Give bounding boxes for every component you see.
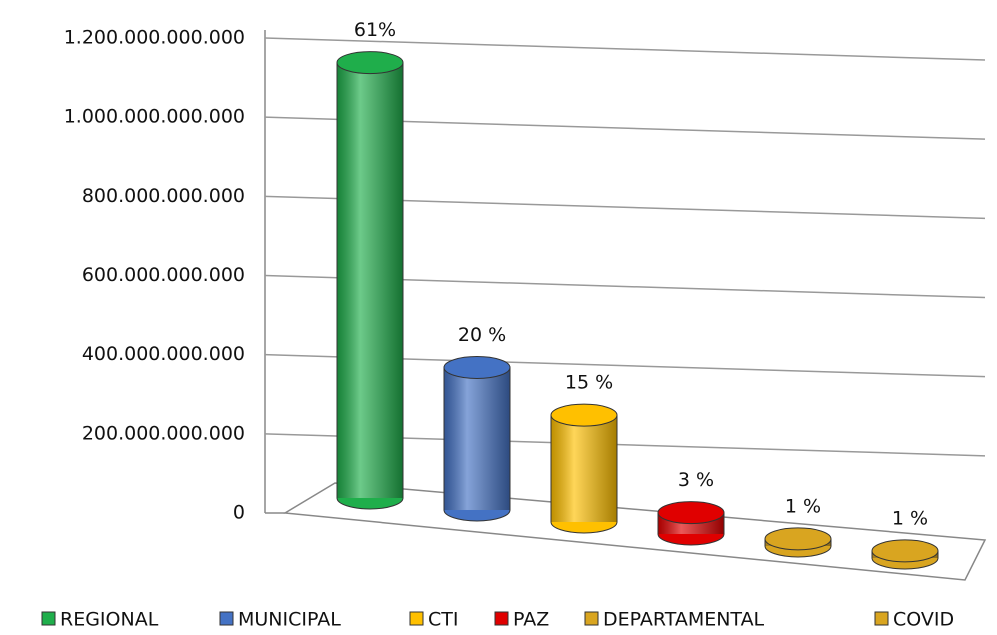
bar-top [550, 403, 618, 427]
y-tick-label: 600.000.000.000 [82, 264, 245, 286]
legend-label: CTI [428, 609, 458, 631]
legend-label: REGIONAL [60, 609, 159, 631]
legend-label: MUNICIPAL [238, 609, 341, 631]
bar-top [657, 501, 725, 525]
bar-edge [550, 415, 618, 522]
y-tick-label: 1.200.000.000.000 [64, 27, 245, 49]
legend-swatch [219, 611, 234, 626]
legend-swatch [874, 611, 889, 626]
y-tick-label: 0 [233, 502, 245, 524]
legend-swatch [584, 611, 599, 626]
data-label: 3 % [678, 469, 714, 491]
legend-label: COVID [893, 609, 954, 631]
grid-line [264, 37, 986, 61]
legend-swatch [409, 611, 424, 626]
y-tick-label: 1.000.000.000.000 [64, 106, 245, 128]
bar-top [336, 51, 404, 75]
data-label: 15 % [565, 372, 613, 394]
bar-top [443, 356, 511, 379]
legend-label: PAZ [513, 609, 549, 631]
y-tick-label: 800.000.000.000 [82, 185, 245, 207]
bar-edge [336, 62, 404, 498]
data-label: 61% [354, 19, 396, 41]
data-label: 1 % [785, 495, 821, 517]
legend-label: DEPARTAMENTAL [603, 609, 765, 631]
data-label: 20 % [458, 324, 506, 346]
legend-swatch [41, 611, 56, 626]
data-label: 1 % [892, 507, 928, 529]
bar-shade [337, 62, 403, 498]
legend-swatch [494, 611, 509, 626]
bar-shade [444, 367, 510, 510]
bar-edge [443, 367, 511, 510]
y-tick-label: 200.000.000.000 [82, 422, 245, 444]
bar-shade [551, 415, 617, 522]
bar-top [764, 527, 832, 551]
bar-top [871, 539, 939, 563]
bar-edge [657, 512, 725, 534]
y-tick-label: 400.000.000.000 [82, 343, 245, 365]
